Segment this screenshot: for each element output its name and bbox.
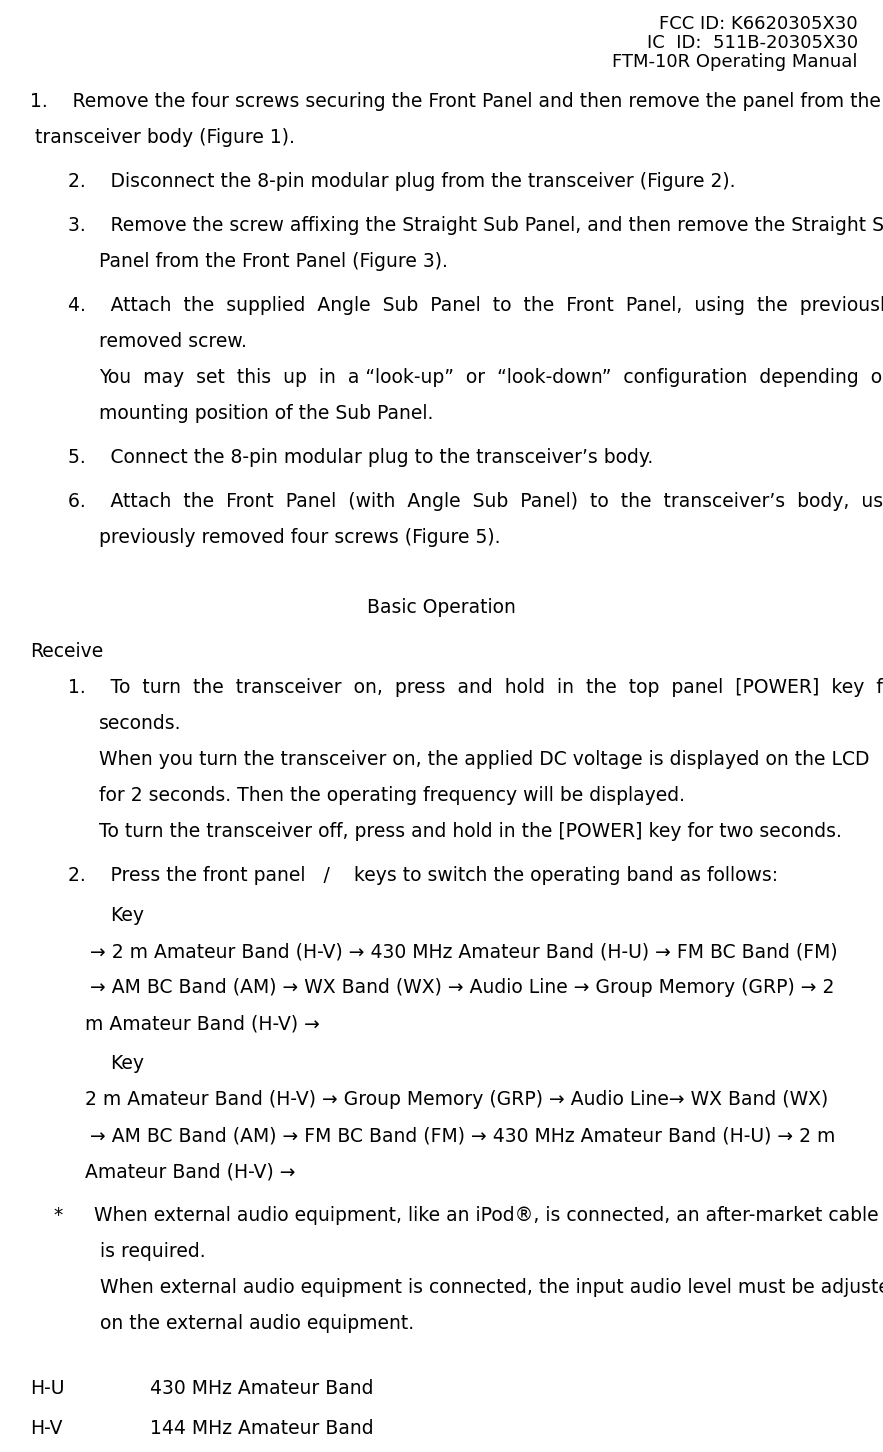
Text: Amateur Band (H-V) →: Amateur Band (H-V) → — [85, 1162, 296, 1180]
Text: Basic Operation: Basic Operation — [366, 598, 516, 617]
Text: seconds.: seconds. — [99, 714, 182, 733]
Text: m Amateur Band (H-V) →: m Amateur Band (H-V) → — [85, 1013, 320, 1032]
Text: on the external audio equipment.: on the external audio equipment. — [100, 1314, 414, 1333]
Text: previously removed four screws (Figure 5).: previously removed four screws (Figure 5… — [99, 529, 501, 547]
Text: transceiver body (Figure 1).: transceiver body (Figure 1). — [35, 128, 295, 147]
Text: 3.  Remove the screw affixing the Straight Sub Panel, and then remove the Straig: 3. Remove the screw affixing the Straigh… — [68, 216, 883, 235]
Text: → AM BC Band (AM) → WX Band (WX) → Audio Line → Group Memory (GRP) → 2: → AM BC Band (AM) → WX Band (WX) → Audio… — [90, 979, 834, 998]
Text: To turn the transceiver off, press and hold in the [POWER] key for two seconds.: To turn the transceiver off, press and h… — [99, 822, 841, 841]
Text: H-V: H-V — [30, 1419, 63, 1437]
Text: Key: Key — [110, 1054, 144, 1073]
Text: 4.  Attach  the  supplied  Angle  Sub  Panel  to  the  Front  Panel,  using  the: 4. Attach the supplied Angle Sub Panel t… — [68, 296, 883, 315]
Text: 430 MHz Amateur Band: 430 MHz Amateur Band — [150, 1379, 374, 1398]
Text: When external audio equipment is connected, the input audio level must be adjust: When external audio equipment is connect… — [100, 1278, 883, 1297]
Text: Key: Key — [110, 906, 144, 925]
Text: 2.  Disconnect the 8-pin modular plug from the transceiver (Figure 2).: 2. Disconnect the 8-pin modular plug fro… — [68, 171, 736, 192]
Text: 5.  Connect the 8-pin modular plug to the transceiver’s body.: 5. Connect the 8-pin modular plug to the… — [68, 449, 653, 468]
Text: → AM BC Band (AM) → FM BC Band (FM) → 430 MHz Amateur Band (H-U) → 2 m: → AM BC Band (AM) → FM BC Band (FM) → 43… — [90, 1125, 835, 1146]
Text: *   When external audio equipment, like an iPod®, is connected, an after-market : * When external audio equipment, like an… — [54, 1207, 879, 1225]
Text: removed screw.: removed screw. — [99, 333, 247, 351]
Text: 2 m Amateur Band (H-V) → Group Memory (GRP) → Audio Line→ WX Band (WX): 2 m Amateur Band (H-V) → Group Memory (G… — [85, 1090, 828, 1109]
Text: When you turn the transceiver on, the applied DC voltage is displayed on the LCD: When you turn the transceiver on, the ap… — [99, 751, 870, 770]
Text: FTM-10R Operating Manual: FTM-10R Operating Manual — [613, 54, 858, 71]
Text: for 2 seconds. Then the operating frequency will be displayed.: for 2 seconds. Then the operating freque… — [99, 786, 685, 804]
Text: FCC ID: K6620305X30: FCC ID: K6620305X30 — [660, 15, 858, 33]
Text: IC  ID:  511B-20305X30: IC ID: 511B-20305X30 — [647, 33, 858, 52]
Text: H-U: H-U — [30, 1379, 64, 1398]
Text: 1.  Remove the four screws securing the Front Panel and then remove the panel fr: 1. Remove the four screws securing the F… — [30, 91, 881, 110]
Text: 144 MHz Amateur Band: 144 MHz Amateur Band — [150, 1419, 374, 1437]
Text: mounting position of the Sub Panel.: mounting position of the Sub Panel. — [99, 404, 434, 423]
Text: → 2 m Amateur Band (H-V) → 430 MHz Amateur Band (H-U) → FM BC Band (FM): → 2 m Amateur Band (H-V) → 430 MHz Amate… — [90, 942, 838, 961]
Text: 6.  Attach  the  Front  Panel  (with  Angle  Sub  Panel)  to  the  transceiver’s: 6. Attach the Front Panel (with Angle Su… — [68, 492, 883, 511]
Text: Panel from the Front Panel (Figure 3).: Panel from the Front Panel (Figure 3). — [99, 253, 448, 272]
Text: is required.: is required. — [100, 1241, 206, 1260]
Text: 1.  To  turn  the  transceiver  on,  press  and  hold  in  the  top  panel  [POW: 1. To turn the transceiver on, press and… — [68, 678, 883, 697]
Text: 2.  Press the front panel   /    keys to switch the operating band as follows:: 2. Press the front panel / keys to switc… — [68, 865, 778, 886]
Text: You  may  set  this  up  in  a “look-up”  or  “look-down”  configuration  depend: You may set this up in a “look-up” or “l… — [99, 367, 883, 388]
Text: Receive: Receive — [30, 642, 103, 661]
